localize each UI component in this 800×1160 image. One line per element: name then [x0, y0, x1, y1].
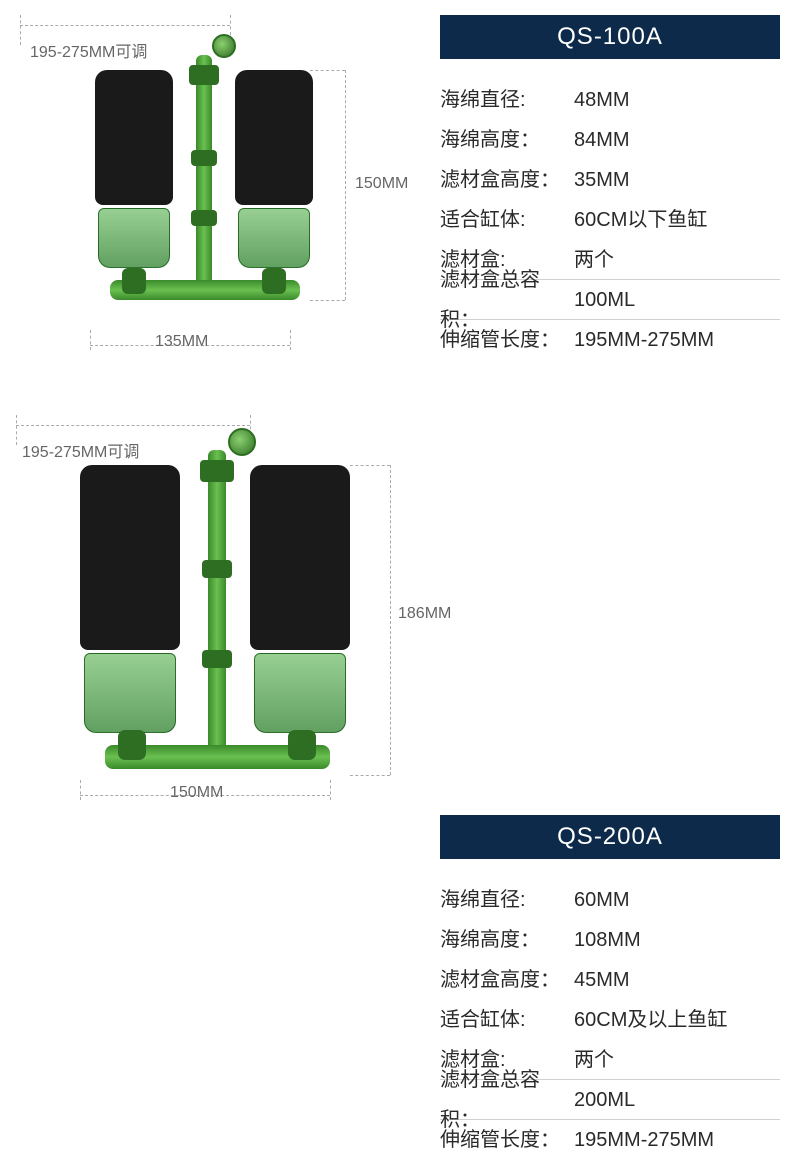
product-section-qs200a: 195-275MM可调 186MM 150MM QS-200A 海绵直径:60M… [0, 400, 800, 800]
dim-height-label: 186MM [398, 605, 451, 623]
spec-list-qs100a: 海绵直径:48MM海绵高度：84MM滤材盒高度：35MM适合缸体:60CM以下鱼… [440, 80, 780, 360]
spec-row: 伸缩管长度：195MM-275MM [440, 320, 780, 360]
model-badge-qs100a: QS-100A [440, 15, 780, 59]
dim-guide [290, 330, 291, 350]
sponge-right [250, 465, 350, 650]
chamber-left [84, 653, 176, 733]
spec-row: 滤材盒总容积：100ML [440, 280, 780, 320]
spec-row: 滤材盒总容积：200ML [440, 1080, 780, 1120]
diagram-qs200a: 195-275MM可调 186MM 150MM [10, 410, 430, 790]
spec-row: 适合缸体:60CM及以上鱼缸 [440, 1000, 780, 1040]
spec-row: 海绵直径:48MM [440, 80, 780, 120]
air-outlet [228, 428, 256, 456]
spec-label: 海绵直径: [440, 80, 570, 120]
spec-row: 海绵高度：84MM [440, 120, 780, 160]
spec-value: 200ML [570, 1080, 635, 1120]
dim-guide [390, 465, 391, 775]
spec-value: 100ML [570, 280, 635, 320]
dim-height-label: 150MM [355, 175, 408, 193]
dim-guide [345, 70, 346, 300]
elbow-right [288, 730, 316, 760]
spec-label: 滤材盒高度： [440, 160, 570, 200]
dim-guide [330, 780, 331, 800]
product-section-qs100a: 195-275MM可调 150MM 135MM QS-100A 海绵直径:48M… [0, 0, 800, 400]
spec-value: 84MM [570, 120, 630, 160]
dim-width-label: 135MM [155, 333, 208, 351]
dim-adjust-label: 195-275MM可调 [22, 438, 139, 462]
spec-label: 适合缸体: [440, 1000, 570, 1040]
spec-label: 海绵高度： [440, 120, 570, 160]
tube-fitting [202, 560, 232, 578]
spec-label: 适合缸体: [440, 200, 570, 240]
spec-label: 海绵直径: [440, 880, 570, 920]
model-text: QS-200A [557, 823, 663, 850]
model-text: QS-100A [557, 23, 663, 50]
dim-guide [20, 25, 230, 26]
spec-value: 60CM及以上鱼缸 [570, 1000, 727, 1040]
spec-row: 海绵直径:60MM [440, 880, 780, 920]
dim-guide [20, 15, 21, 45]
chamber-left [98, 208, 170, 268]
center-tube [208, 450, 226, 750]
dim-width-label: 150MM [170, 784, 223, 802]
sponge-left [95, 70, 173, 205]
diagram-qs100a: 195-275MM可调 150MM 135MM [10, 10, 430, 390]
air-outlet [212, 34, 236, 58]
elbow-right [262, 268, 286, 294]
spec-label: 伸缩管长度： [440, 320, 570, 360]
tube-fitting [200, 460, 234, 482]
spec-value: 两个 [570, 240, 614, 280]
center-tube [196, 55, 212, 285]
spec-row: 适合缸体:60CM以下鱼缸 [440, 200, 780, 240]
dim-guide [16, 425, 250, 426]
dim-adjust-label: 195-275MM可调 [30, 38, 147, 62]
dim-guide [350, 775, 390, 776]
spec-row: 滤材盒高度：35MM [440, 160, 780, 200]
spec-value: 48MM [570, 80, 630, 120]
dim-guide [310, 300, 345, 301]
sponge-left [80, 465, 180, 650]
spec-label: 伸缩管长度： [440, 1120, 570, 1160]
dim-guide [90, 330, 91, 350]
spec-value: 195MM-275MM [570, 320, 714, 360]
spec-row: 海绵高度：108MM [440, 920, 780, 960]
sponge-right [235, 70, 313, 205]
dim-guide [310, 70, 345, 71]
tube-fitting [191, 150, 217, 166]
dim-guide [350, 465, 390, 466]
spec-value: 60MM [570, 880, 630, 920]
dim-guide [16, 415, 17, 445]
spec-list-qs200a: 海绵直径:60MM海绵高度：108MM滤材盒高度：45MM适合缸体:60CM及以… [440, 880, 780, 1160]
tube-fitting [189, 65, 219, 85]
tube-fitting [202, 650, 232, 668]
elbow-left [118, 730, 146, 760]
spec-label: 海绵高度： [440, 920, 570, 960]
dim-guide [230, 15, 231, 35]
dim-guide [80, 780, 81, 800]
elbow-left [122, 268, 146, 294]
chamber-right [238, 208, 310, 268]
spec-value: 两个 [570, 1040, 614, 1080]
spec-value: 45MM [570, 960, 630, 1000]
spec-value: 60CM以下鱼缸 [570, 200, 707, 240]
tube-fitting [191, 210, 217, 226]
spec-label: 滤材盒高度： [440, 960, 570, 1000]
model-badge-qs200a: QS-200A [440, 815, 780, 859]
chamber-right [254, 653, 346, 733]
spec-value: 108MM [570, 920, 641, 960]
spec-row: 伸缩管长度：195MM-275MM [440, 1120, 780, 1160]
spec-row: 滤材盒高度：45MM [440, 960, 780, 1000]
spec-value: 35MM [570, 160, 630, 200]
spec-value: 195MM-275MM [570, 1120, 714, 1160]
